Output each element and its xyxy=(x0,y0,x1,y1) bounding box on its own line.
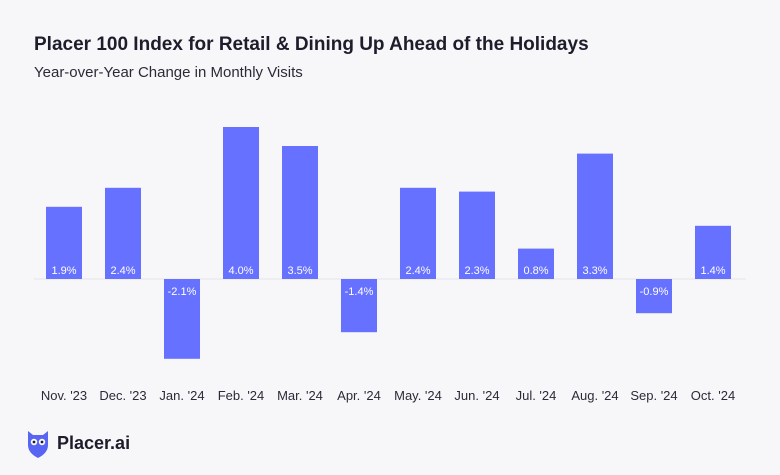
brand-logo: Placer.ai xyxy=(26,427,130,459)
x-tick-label: Aug. '24 xyxy=(571,388,618,403)
value-label: -1.4% xyxy=(345,286,374,298)
x-tick-label: Sep. '24 xyxy=(630,388,677,403)
bar xyxy=(636,279,672,314)
x-tick-label: Mar. '24 xyxy=(277,388,323,403)
x-tick-label: Jun. '24 xyxy=(454,388,499,403)
x-tick-label: Oct. '24 xyxy=(691,388,735,403)
x-tick-label: Nov. '23 xyxy=(41,388,87,403)
bar xyxy=(459,191,495,279)
brand-name: Placer.ai xyxy=(57,432,131,453)
bar xyxy=(46,206,82,279)
bar-chart: 1.9% Nov. '23 2.4% Dec. '23 -2.1% Jan. '24 4.0… xyxy=(34,127,746,403)
value-label: 3.3% xyxy=(582,265,607,277)
value-label: 1.4% xyxy=(700,265,725,277)
x-tick-label: Jan. '24 xyxy=(159,388,204,403)
x-tick-label: Feb. '24 xyxy=(218,388,265,403)
bar xyxy=(105,187,141,279)
x-tick-label: Jul. '24 xyxy=(516,388,557,403)
value-label: 2.4% xyxy=(405,265,430,277)
bar xyxy=(400,187,436,279)
bar xyxy=(282,146,318,279)
value-label: -2.1% xyxy=(168,286,197,298)
bar xyxy=(223,127,259,279)
bar xyxy=(577,153,613,279)
chart-subtitle: Year-over-Year Change in Monthly Visits xyxy=(34,64,303,81)
x-tick-label: Apr. '24 xyxy=(337,388,381,403)
bar xyxy=(518,248,554,279)
value-label: -0.9% xyxy=(640,286,669,298)
value-label: 1.9% xyxy=(51,265,76,277)
bar xyxy=(341,279,377,333)
chart-title: Placer 100 Index for Retail & Dining Up … xyxy=(34,34,589,55)
owl-logo-icon xyxy=(28,431,48,458)
x-tick-label: Dec. '23 xyxy=(99,388,146,403)
x-tick-label: May. '24 xyxy=(394,388,442,403)
value-label: 4.0% xyxy=(228,265,253,277)
value-label: 3.5% xyxy=(287,265,312,277)
bar xyxy=(164,279,200,359)
value-label: 0.8% xyxy=(523,265,548,277)
bar xyxy=(695,225,731,279)
value-label: 2.3% xyxy=(464,265,489,277)
value-label: 2.4% xyxy=(110,265,135,277)
